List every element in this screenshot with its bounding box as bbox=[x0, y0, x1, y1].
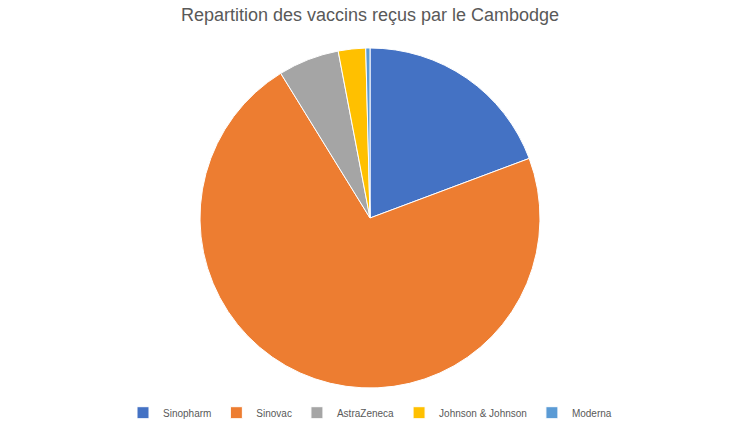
svg-text:Moderna: Moderna bbox=[572, 408, 612, 419]
svg-text:Sinovac: Sinovac bbox=[256, 408, 292, 419]
svg-text:AstraZeneca: AstraZeneca bbox=[337, 408, 394, 419]
svg-text:Repartition des vaccins reçus: Repartition des vaccins reçus par le Cam… bbox=[181, 5, 559, 25]
svg-text:Sinopharm: Sinopharm bbox=[163, 408, 211, 419]
svg-text:Johnson & Johnson: Johnson & Johnson bbox=[439, 408, 527, 419]
